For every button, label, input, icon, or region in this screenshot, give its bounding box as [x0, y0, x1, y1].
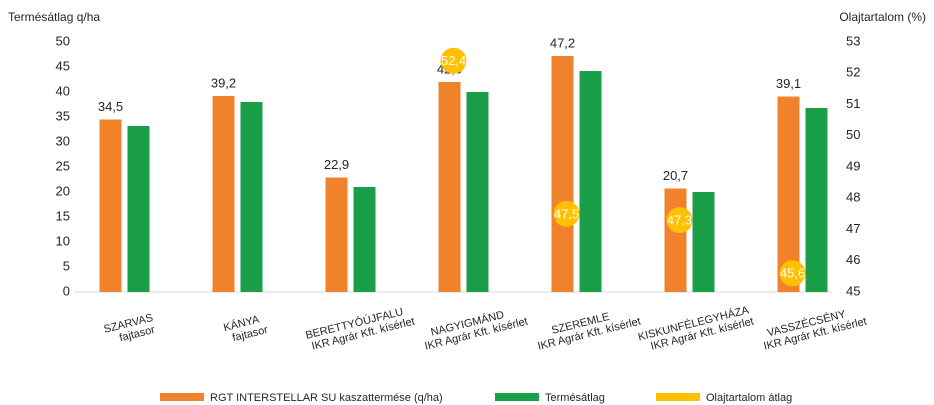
- oil-label: 45,6: [780, 266, 805, 281]
- y2-tick-label: 46: [846, 252, 860, 267]
- y2-axis-title: Olajtartalom (%): [839, 10, 926, 24]
- bar: [212, 96, 235, 292]
- oil-marker: [553, 200, 580, 227]
- bar: [240, 102, 263, 292]
- value-label: 34,5: [98, 99, 123, 114]
- oil-marker: [666, 207, 693, 234]
- bar: [466, 92, 489, 292]
- bar: [692, 192, 715, 292]
- y-axis-title: Termésátlag q/ha: [8, 10, 100, 24]
- value-label: 22,9: [324, 157, 349, 172]
- y-tick-label: 25: [56, 158, 70, 173]
- value-label: 39,1: [776, 76, 801, 91]
- bar: [664, 188, 687, 292]
- value-label: 47,2: [550, 35, 575, 50]
- y2-tick-label: 47: [846, 221, 860, 236]
- legend-swatch: [656, 393, 700, 401]
- y2-tick-label: 53: [846, 33, 860, 48]
- oil-label: 47,3: [667, 213, 692, 228]
- y2-tick-label: 48: [846, 190, 860, 205]
- y-tick-label: 0: [63, 283, 70, 298]
- y-tick-label: 10: [56, 233, 70, 248]
- y-tick-label: 40: [56, 83, 70, 98]
- oil-label: 52,4: [441, 53, 466, 68]
- bar: [777, 96, 800, 292]
- bar: [438, 82, 461, 292]
- bar: [579, 71, 602, 292]
- bar: [805, 108, 828, 292]
- legend-label: Olajtartalom átlag: [706, 392, 792, 404]
- y-tick-label: 15: [56, 208, 70, 223]
- y2-tick-label: 51: [846, 96, 860, 111]
- bar: [551, 56, 574, 292]
- legend-swatch: [495, 393, 539, 401]
- bar: [99, 119, 122, 292]
- bar: [127, 126, 150, 292]
- y2-tick-label: 52: [846, 65, 860, 80]
- y2-tick-label: 45: [846, 283, 860, 298]
- y-tick-label: 5: [63, 258, 70, 273]
- y-tick-label: 50: [56, 33, 70, 48]
- oil-label: 47,5: [554, 206, 579, 221]
- legend-label: RGT INTERSTELLAR SU kaszattermése (q/ha): [210, 392, 443, 404]
- y-tick-label: 45: [56, 58, 70, 73]
- bar: [325, 177, 348, 292]
- y-tick-label: 20: [56, 183, 70, 198]
- y-tick-label: 35: [56, 108, 70, 123]
- bar: [353, 187, 376, 292]
- legend-label: Termésátlag: [545, 392, 605, 404]
- oil-marker: [779, 260, 806, 287]
- y2-tick-label: 49: [846, 158, 860, 173]
- y-tick-label: 30: [56, 133, 70, 148]
- value-label: 20,7: [663, 168, 688, 183]
- oil-marker: [440, 47, 467, 74]
- y2-tick-label: 50: [846, 127, 860, 142]
- value-label: 39,2: [211, 75, 236, 90]
- legend-swatch: [160, 393, 204, 401]
